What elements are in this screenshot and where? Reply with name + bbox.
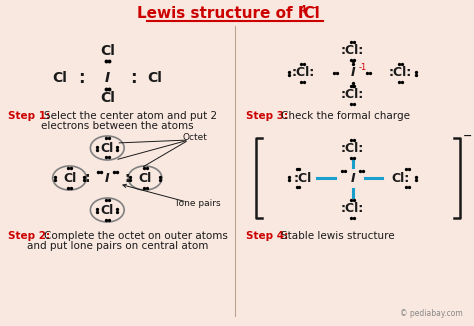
Text: Complete the octet on outer atoms: Complete the octet on outer atoms xyxy=(44,231,228,241)
Text: :: : xyxy=(85,171,90,185)
Text: Stable lewis structure: Stable lewis structure xyxy=(281,231,395,241)
Text: Step 1:: Step 1: xyxy=(8,111,50,121)
Text: Step 4:: Step 4: xyxy=(246,231,289,241)
Text: Step 2:: Step 2: xyxy=(8,231,50,241)
Text: 4: 4 xyxy=(300,5,307,15)
Text: Octet: Octet xyxy=(182,134,207,142)
Text: Check the formal charge: Check the formal charge xyxy=(281,111,410,121)
Text: lone pairs: lone pairs xyxy=(176,200,221,209)
Text: :: : xyxy=(124,171,130,185)
Text: :Cl: :Cl xyxy=(294,171,312,185)
Text: Cl: Cl xyxy=(100,203,114,216)
Text: and put lone pairs on central atom: and put lone pairs on central atom xyxy=(27,241,208,251)
Text: I: I xyxy=(105,171,109,185)
Text: :Cl:: :Cl: xyxy=(341,202,364,215)
Text: -1: -1 xyxy=(359,64,367,72)
Text: Cl: Cl xyxy=(100,44,115,58)
Text: Cl:: Cl: xyxy=(391,171,410,185)
Text: −: − xyxy=(463,131,472,141)
Text: :: : xyxy=(78,69,85,87)
Text: :Cl:: :Cl: xyxy=(341,45,364,57)
Text: Select the center atom and put 2: Select the center atom and put 2 xyxy=(44,111,217,121)
Text: :: : xyxy=(130,69,137,87)
Text: I: I xyxy=(350,67,355,80)
Text: electrons between the atoms: electrons between the atoms xyxy=(41,121,193,131)
Text: −: − xyxy=(309,3,319,13)
Text: :Cl:: :Cl: xyxy=(341,142,364,156)
Text: I: I xyxy=(350,171,355,185)
Text: Cl: Cl xyxy=(147,71,163,85)
Text: Cl: Cl xyxy=(100,91,115,105)
Text: Cl: Cl xyxy=(52,71,67,85)
Text: Step 3:: Step 3: xyxy=(246,111,289,121)
Text: Cl: Cl xyxy=(138,171,152,185)
Text: I: I xyxy=(105,71,110,85)
Text: :Cl:: :Cl: xyxy=(292,67,315,80)
Text: Cl: Cl xyxy=(63,171,76,185)
Text: :Cl:: :Cl: xyxy=(341,88,364,101)
Text: Lewis structure of ICl: Lewis structure of ICl xyxy=(137,6,320,21)
Text: © pediabay.com: © pediabay.com xyxy=(400,309,463,319)
Text: Cl: Cl xyxy=(100,141,114,155)
Text: :Cl:: :Cl: xyxy=(389,67,412,80)
